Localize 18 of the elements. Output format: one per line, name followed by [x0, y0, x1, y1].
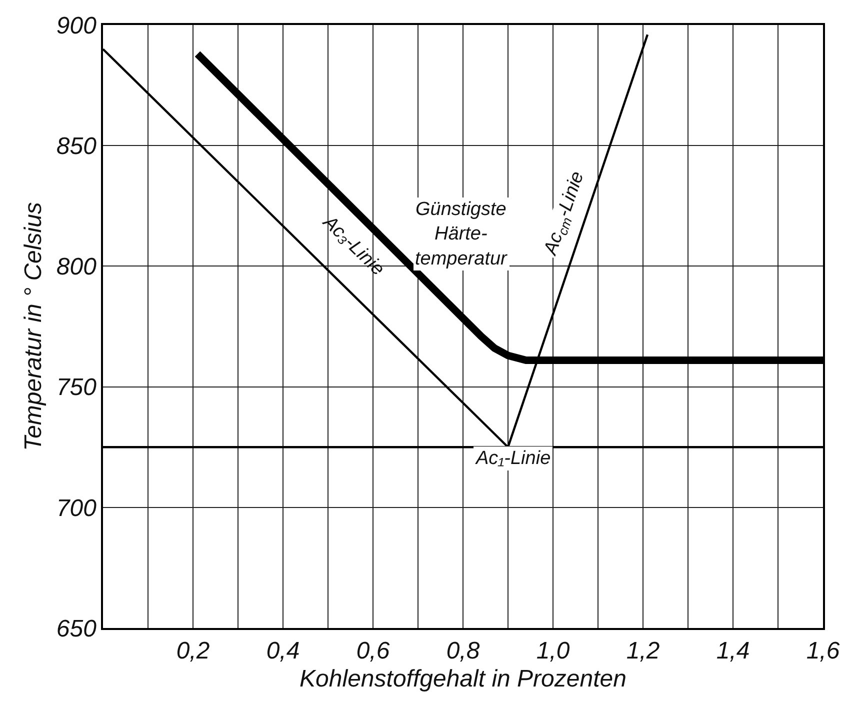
y-axis-title: Temperatur in ° Celsius [20, 202, 48, 451]
y-tick-label: 800 [56, 254, 98, 281]
y-tick-label: 750 [56, 374, 98, 402]
x-tick-label: 1,4 [716, 638, 750, 665]
x-tick-label: 1,2 [626, 638, 660, 665]
x-tick-label: 0,4 [266, 638, 300, 665]
x-tick-label: 1,0 [536, 638, 570, 665]
y-tick-label: 700 [56, 494, 98, 522]
y-tick-label: 900 [56, 12, 98, 40]
x-tick-label: 1,6 [806, 638, 840, 665]
x-tick-label: 0,2 [176, 638, 210, 665]
annotation: Ac₁-Linie [475, 448, 551, 469]
x-tick-label: 0,6 [356, 638, 390, 665]
x-axis-title: Kohlenstoffgehalt in Prozenten [300, 665, 626, 692]
y-tick-label: 650 [56, 615, 98, 642]
annotation: Günstigste Härte- temperatur [415, 199, 508, 270]
y-tick-label: 850 [56, 133, 98, 160]
x-tick-label: 0,8 [446, 638, 480, 665]
